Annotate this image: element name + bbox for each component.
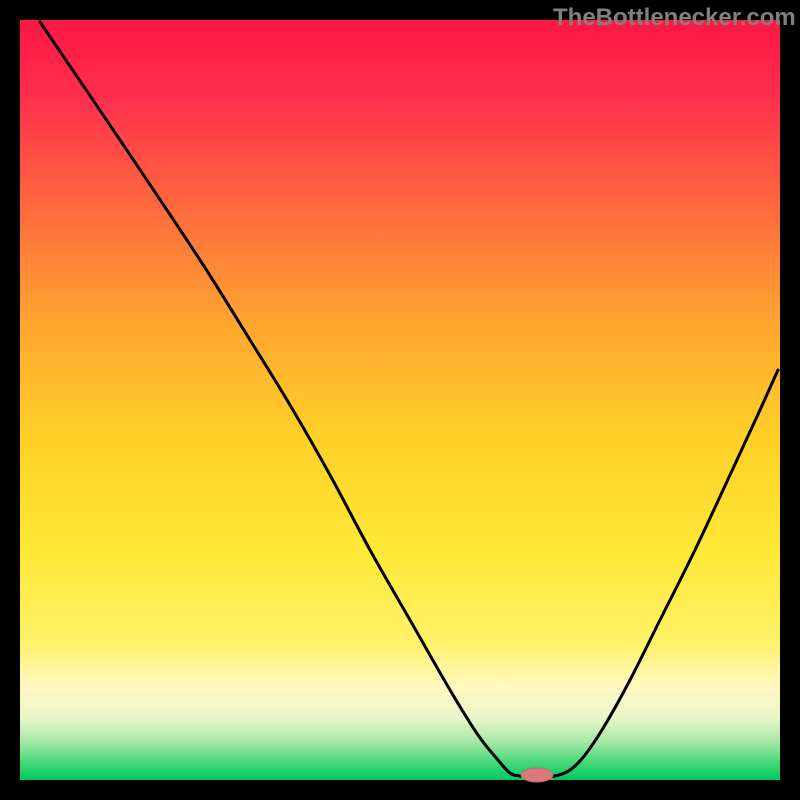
optimal-marker	[521, 768, 553, 782]
chart-svg	[0, 0, 800, 800]
chart-container: TheBottlenecker.com	[0, 0, 800, 800]
plot-background	[20, 20, 780, 780]
watermark-text: TheBottlenecker.com	[553, 4, 796, 32]
